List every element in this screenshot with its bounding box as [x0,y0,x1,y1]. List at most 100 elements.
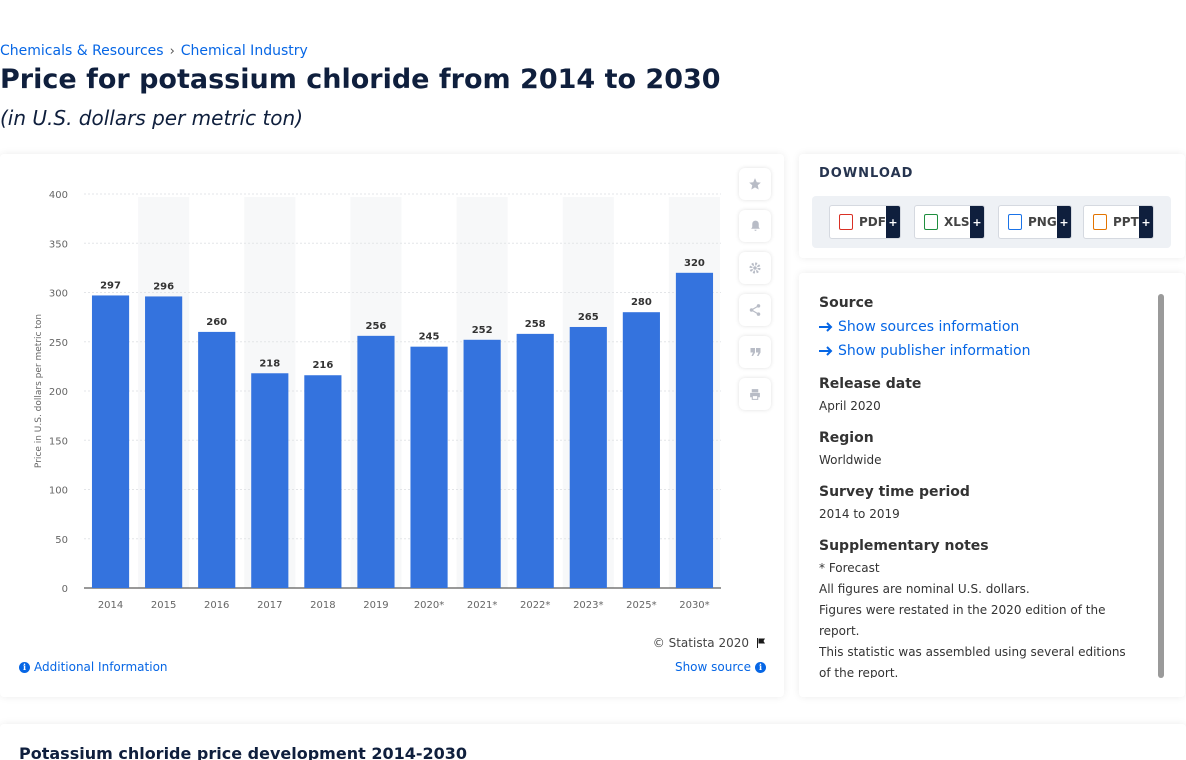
data-label: 258 [525,319,546,330]
bar [569,326,607,588]
settings-button[interactable] [739,252,771,284]
bar [357,335,395,588]
data-label: 252 [472,325,493,336]
print-button[interactable] [739,378,771,410]
show-sources-label: Show sources information [838,319,1020,335]
pdf-file-icon [839,214,853,230]
breadcrumb: Chemicals & Resources › Chemical Industr… [0,43,308,59]
plus-icon: + [1057,206,1071,238]
y-tick-label: 200 [49,387,68,398]
data-label: 320 [684,258,705,269]
y-tick-label: 350 [49,239,68,250]
show-sources-link[interactable]: Show sources information [819,315,1139,339]
show-publisher-link[interactable]: Show publisher information [819,339,1139,363]
download-xls-button[interactable]: XLS + [914,205,985,239]
bar [198,331,236,588]
info-icon: i [19,661,30,673]
data-label: 297 [100,280,121,291]
quote-icon [750,348,760,356]
download-png-label: PNG [1028,215,1057,229]
bar [251,373,289,588]
source-heading: Source [819,295,874,311]
release-date-block: Release date April 2020 [819,376,1139,417]
y-tick-label: 100 [49,486,68,497]
survey-period-value: 2014 to 2019 [819,507,900,521]
download-panel: DOWNLOAD PDF + XLS + PNG + PPT + [799,154,1185,258]
show-publisher-label: Show publisher information [838,343,1031,359]
flag-icon[interactable] [755,637,767,649]
x-tick-label: 2030* [679,600,709,611]
scrollbar-thumb[interactable] [1158,294,1164,678]
plus-icon: + [886,206,900,238]
bar [463,339,501,588]
data-label: 260 [206,317,227,328]
x-tick-label: 2025* [626,600,656,611]
page-title: Price for potassium chloride from 2014 t… [0,64,721,95]
cite-button[interactable] [739,336,771,368]
x-tick-label: 2020* [414,600,444,611]
download-pdf-label: PDF [859,215,886,229]
bar-chart: 0 50 100 150 200 250 300 350 400 Price in U.S. do… [34,190,721,611]
statista-credit: © Statista 2020 [653,636,767,650]
download-buttons: PDF + XLS + PNG + PPT + [812,196,1171,248]
bar [675,272,714,588]
y-axis-label: Price in U.S. dollars per metric ton [34,314,44,468]
region-block: Region Worldwide [819,430,1139,471]
y-tick-label: 50 [55,535,68,546]
download-ppt-label: PPT [1113,215,1139,229]
credit-text: © Statista 2020 [652,636,749,650]
download-ppt-button[interactable]: PPT + [1083,205,1154,239]
info-icon: i [755,661,766,673]
x-tick-label: 2022* [520,600,550,611]
y-tick-label: 300 [49,289,68,300]
download-title: DOWNLOAD [819,166,914,181]
data-label: 245 [419,332,440,343]
source-scrollbar[interactable] [1158,294,1164,678]
bell-icon [750,220,760,231]
page-subtitle: (in U.S. dollars per metric ton) [0,106,303,130]
breadcrumb-separator: › [169,43,175,59]
plus-icon: + [1139,206,1153,238]
arrow-right-icon [819,322,833,332]
data-label: 296 [153,281,174,292]
favorite-button[interactable] [739,168,771,200]
x-tick-label: 2016 [204,600,229,611]
breadcrumb-link-chemicals[interactable]: Chemicals & Resources [0,43,164,59]
chart-card: 0 50 100 150 200 250 300 350 400 Price in U.S. do… [0,154,784,697]
share-button[interactable] [739,294,771,326]
data-label: 216 [312,360,333,371]
bar [410,346,448,588]
png-file-icon [1008,214,1022,230]
x-tick-label: 2015 [151,600,176,611]
y-tick-label: 250 [49,338,68,349]
supplementary-notes-block: Supplementary notes * Forecast All figur… [819,538,1139,678]
region-value: Worldwide [819,453,882,467]
share-icon [749,304,761,316]
source-panel: Source Show sources information Show pub… [799,273,1185,697]
note-line: This statistic was assembled using sever… [819,645,1126,678]
download-png-button[interactable]: PNG + [998,205,1072,239]
supplementary-notes-label: Supplementary notes [819,538,989,554]
survey-period-block: Survey time period 2014 to 2019 [819,484,1139,525]
data-label: 265 [578,312,599,323]
additional-information-label: Additional Information [34,660,168,674]
download-pdf-button[interactable]: PDF + [829,205,901,239]
breadcrumb-link-chemical-industry[interactable]: Chemical Industry [180,43,308,59]
x-tick-label: 2021* [467,600,497,611]
x-tick-label: 2017 [257,600,282,611]
ppt-file-icon [1093,214,1107,230]
note-line: * Forecast [819,561,880,575]
bar [91,295,130,588]
show-source-link[interactable]: Show source i [675,660,766,674]
additional-information-link[interactable]: i Additional Information [19,660,168,674]
x-tick-label: 2014 [98,600,123,611]
release-date-value: April 2020 [819,399,881,413]
plus-icon: + [970,206,984,238]
note-line: All figures are nominal U.S. dollars. [819,582,1030,596]
related-section: Potassium chloride price development 201… [0,724,1186,760]
notification-button[interactable] [739,210,771,242]
data-label: 256 [366,321,387,332]
source-block: Source Show sources information Show pub… [819,295,1139,363]
y-tick-label: 400 [49,190,68,201]
survey-period-label: Survey time period [819,484,970,500]
